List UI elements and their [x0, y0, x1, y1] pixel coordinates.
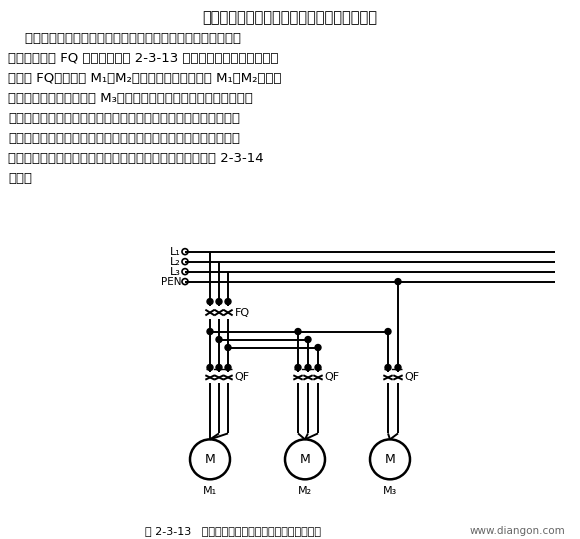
Text: M: M [205, 453, 215, 466]
Text: 成漏电断路器 FQ 误动作，如图 2-3-13 所示。故障现象：合上漏电: 成漏电断路器 FQ 误动作，如图 2-3-13 所示。故障现象：合上漏电 [8, 52, 278, 65]
Circle shape [207, 299, 213, 305]
Circle shape [225, 299, 231, 305]
Text: M: M [300, 453, 310, 466]
Text: FQ: FQ [235, 308, 250, 317]
Text: PEN: PEN [161, 277, 181, 287]
Text: 动作。该故障常见于低压动力配电柜、控制柜、动力配电箱及施工: 动作。该故障常见于低压动力配电柜、控制柜、动力配电箱及施工 [8, 112, 240, 125]
Text: M₁: M₁ [203, 486, 217, 496]
Text: M₃: M₃ [383, 486, 397, 496]
Circle shape [216, 364, 222, 370]
Text: QF: QF [404, 372, 419, 383]
Text: 四、三极漏电断路器接入单相设备的错误接线: 四、三极漏电断路器接入单相设备的错误接线 [202, 10, 378, 25]
Circle shape [385, 329, 391, 335]
Text: www.diangon.com: www.diangon.com [469, 526, 565, 536]
Text: L₂: L₂ [171, 257, 181, 267]
Circle shape [305, 364, 311, 370]
Circle shape [395, 279, 401, 285]
Circle shape [225, 344, 231, 350]
Circle shape [315, 344, 321, 350]
Text: L₃: L₃ [170, 267, 181, 277]
Text: 工地等用三极漏电断路器作为总保护的场所。正确做法应是单相用: 工地等用三极漏电断路器作为总保护的场所。正确做法应是单相用 [8, 132, 240, 145]
Text: 断路器 FQ，电动机 M₁、M₂均可正常工作；但无论 M₁、M₂是否在: 断路器 FQ，电动机 M₁、M₂均可正常工作；但无论 M₁、M₂是否在 [8, 72, 281, 85]
Text: 图 2-3-13   三极漏电断路器接入单相设备的错误接线: 图 2-3-13 三极漏电断路器接入单相设备的错误接线 [145, 526, 321, 536]
Circle shape [315, 364, 321, 370]
Circle shape [395, 364, 401, 370]
Text: QF: QF [234, 372, 249, 383]
Circle shape [295, 364, 301, 370]
Circle shape [207, 364, 213, 370]
Text: 工作，只要启动单相设备 M₃（或照明灯具），漏电断路器就跳闸误: 工作，只要启动单相设备 M₃（或照明灯具），漏电断路器就跳闸误 [8, 92, 253, 105]
Text: 电设备应配用单独保护单相漏电断路器。正确接线方法如图 2-3-14: 电设备应配用单独保护单相漏电断路器。正确接线方法如图 2-3-14 [8, 152, 264, 165]
Circle shape [385, 364, 391, 370]
Text: 所示。: 所示。 [8, 172, 32, 185]
Text: L₁: L₁ [171, 247, 181, 257]
Text: M: M [385, 453, 396, 466]
Circle shape [216, 336, 222, 342]
Text: M₂: M₂ [298, 486, 312, 496]
Circle shape [216, 299, 222, 305]
Circle shape [207, 329, 213, 335]
Circle shape [305, 336, 311, 342]
Circle shape [225, 364, 231, 370]
Circle shape [295, 329, 301, 335]
Text: QF: QF [324, 372, 339, 383]
Text: 三极漏电断路器负载侧同路接入单相设备（或照明灯具）可造: 三极漏电断路器负载侧同路接入单相设备（或照明灯具）可造 [8, 32, 241, 45]
